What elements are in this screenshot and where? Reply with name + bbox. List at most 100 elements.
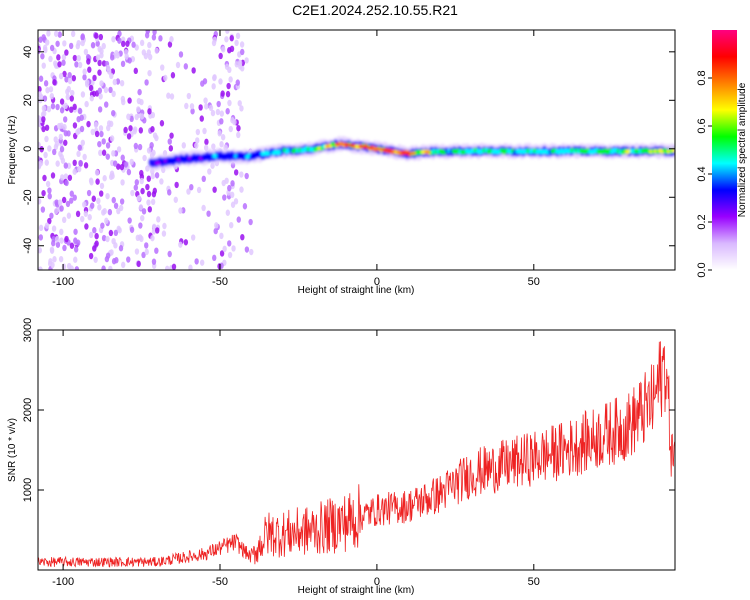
noise-cell: [147, 108, 152, 115]
noise-cell: [133, 142, 139, 150]
noise-cell: [38, 224, 44, 232]
noise-cell: [224, 177, 229, 184]
x-tick-label: 0: [374, 276, 380, 288]
noise-cell: [159, 120, 165, 127]
noise-cell: [135, 234, 141, 242]
noise-cell: [154, 172, 160, 179]
noise-cell: [196, 186, 202, 194]
noise-cell: [195, 137, 200, 144]
noise-cell: [111, 109, 116, 117]
noise-cell: [40, 206, 46, 213]
noise-cell: [151, 223, 157, 230]
noise-cell: [74, 266, 80, 270]
noise-cell: [145, 183, 150, 191]
noise-cell: [160, 64, 165, 71]
noise-cell: [84, 100, 89, 108]
noise-cell: [77, 107, 83, 115]
noise-cell: [98, 33, 104, 41]
noise-cell: [38, 75, 44, 82]
noise-cell: [89, 95, 95, 102]
noise-cell: [61, 59, 66, 66]
noise-cell: [59, 145, 65, 153]
noise-cell: [220, 134, 226, 141]
noise-cell: [145, 30, 150, 35]
noise-cell: [101, 209, 106, 216]
noise-cell: [228, 125, 233, 133]
noise-cell: [244, 57, 249, 64]
noise-cell: [111, 258, 117, 265]
noise-cell: [94, 232, 99, 240]
spectrogram-frame: [37, 29, 676, 271]
noise-cell: [226, 82, 231, 90]
noise-cell: [218, 52, 223, 60]
noise-cell: [242, 203, 248, 210]
noise-cell: [249, 248, 254, 256]
noise-cell: [84, 223, 89, 230]
noise-cell: [72, 103, 77, 111]
noise-cell: [64, 179, 69, 187]
noise-cell: [202, 127, 207, 135]
noise-cell: [60, 174, 65, 181]
noise-cell: [127, 97, 132, 104]
noise-cell: [83, 162, 89, 169]
noise-cell: [112, 78, 118, 86]
noise-cell: [229, 221, 234, 229]
noise-cell: [147, 53, 153, 61]
noise-cell: [94, 32, 99, 39]
noise-cell: [104, 217, 109, 225]
noise-cell: [97, 59, 102, 67]
noise-cell: [98, 125, 104, 132]
noise-cell: [51, 225, 57, 232]
noise-cell: [113, 229, 119, 237]
noise-cell: [211, 39, 217, 47]
noise-cell: [146, 175, 151, 182]
noise-cell: [231, 245, 236, 252]
noise-cell: [139, 177, 144, 185]
y-tick-label: -20: [22, 189, 34, 205]
noise-cell: [69, 242, 75, 249]
noise-cell: [151, 228, 157, 235]
noise-cell: [41, 105, 47, 112]
noise-cell: [80, 39, 85, 47]
noise-cell: [66, 85, 71, 93]
noise-cell: [118, 204, 124, 212]
noise-cell: [215, 108, 221, 116]
noise-cell: [163, 74, 168, 82]
noise-cell: [227, 99, 232, 107]
noise-cell: [52, 256, 57, 263]
noise-cell: [74, 61, 79, 68]
noise-cell: [75, 239, 81, 246]
chart-title: C2E1.2024.252.10.55.R21: [292, 2, 458, 18]
noise-cell: [55, 160, 60, 167]
ridge-peak-cell: [334, 142, 341, 146]
noise-cell: [186, 92, 192, 100]
noise-cell: [139, 39, 145, 47]
noise-cell: [87, 214, 92, 221]
noise-cell: [47, 187, 52, 194]
noise-cell: [63, 116, 68, 123]
noise-cell: [146, 190, 152, 198]
snr-frame: [37, 329, 676, 571]
noise-cell: [134, 179, 140, 186]
noise-cell: [90, 128, 95, 136]
noise-cell: [212, 186, 217, 193]
ridge-peak-cell: [409, 151, 416, 155]
noise-cell: [127, 217, 132, 224]
noise-cell: [222, 194, 227, 201]
noise-cell: [48, 86, 54, 93]
noise-cell: [105, 235, 110, 243]
noise-cell: [109, 120, 114, 128]
noise-cell: [239, 171, 244, 178]
noise-cell: [216, 100, 221, 108]
noise-cell: [181, 142, 186, 149]
noise-cell: [228, 76, 233, 83]
noise-cell: [214, 222, 219, 229]
spectrogram-x-axis: -100 -50 0 50: [52, 30, 540, 288]
noise-cell: [229, 45, 235, 53]
noise-cell: [236, 216, 241, 223]
noise-cell: [82, 68, 87, 75]
noise-cell: [162, 222, 167, 230]
noise-cell: [97, 87, 103, 94]
noise-cell: [38, 86, 42, 93]
noise-cell: [105, 153, 110, 160]
